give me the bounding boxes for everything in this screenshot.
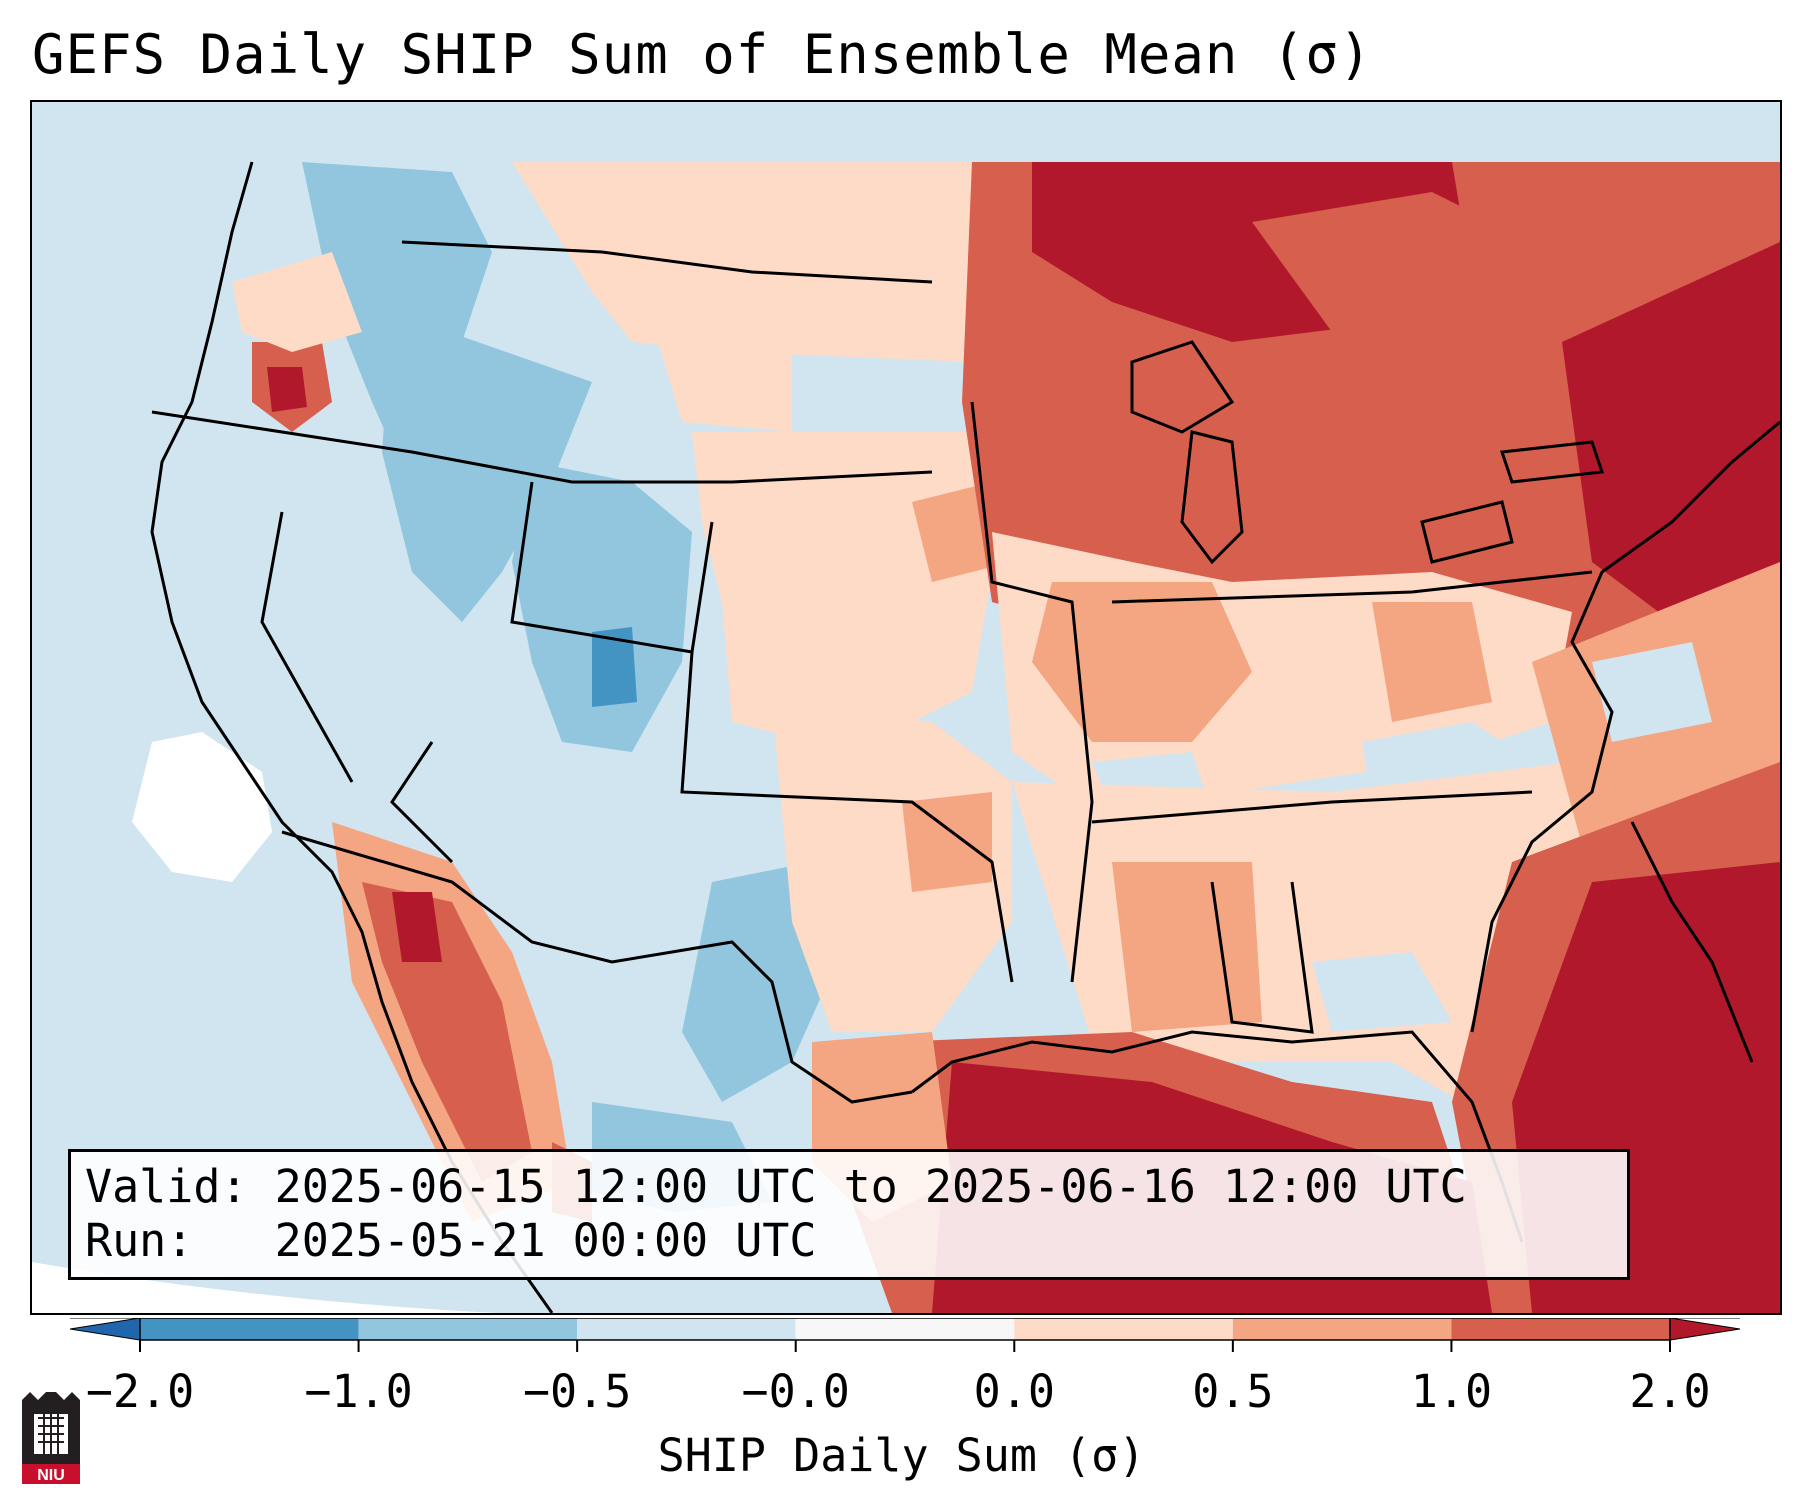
arizona-border [390,741,454,864]
colorbar-bin [358,1318,578,1340]
arizona-dark-red [392,892,442,962]
north-plains-light-red [512,162,972,362]
colorbar-bin [577,1318,796,1340]
run-time-line: Run: 2025-05-21 00:00 UTC [85,1214,817,1267]
university-tower-icon: NIU [22,1392,80,1484]
colorbar-tick-label: 0.0 [973,1365,1055,1418]
georgia-light-blue [1312,952,1452,1032]
chart-title: GEFS Daily SHIP Sum of Ensemble Mean (σ) [32,23,1373,86]
oregon-dark-red-patch [267,367,307,412]
valid-time-line: Valid: 2025-06-15 12:00 UTC to 2025-06-1… [85,1160,1467,1213]
northern-state-border [151,410,933,484]
colorbar-frame [139,1318,1671,1341]
new-england-dark-red-region [1562,242,1780,622]
atlantic-blue-patch [1592,642,1712,742]
alabama-georgia-border [1210,881,1314,1034]
illinois-indiana-salmon [1032,582,1252,742]
coastline-and-borders [150,161,1780,1313]
logo-crenellation [22,1392,80,1400]
mississippi-river-border [970,401,1094,983]
central-plains-light-red [692,432,992,752]
atlantic-coastline [1470,420,1780,1033]
washington-light-red [232,252,362,352]
validity-info-box: Valid: 2025-06-15 12:00 UTC to 2025-06-1… [68,1149,1630,1280]
colorbar-extend-low [70,1318,141,1341]
pacific-coastline [150,161,554,1313]
colorbar-tick-label: −0.5 [522,1365,632,1418]
canada-border [401,240,933,284]
colorbar-tick-label: 2.0 [1629,1365,1711,1418]
mexico-border [281,830,913,1104]
colorbar-bin [795,1318,1015,1340]
southern-plains-light-red [772,702,1012,1032]
colorbar-bin [140,1318,359,1340]
south-saskatchewan-light-red [652,322,792,432]
colorbar-tick-label: 1.0 [1410,1365,1493,1418]
colorbar-bins [70,1318,1740,1352]
lake-michigan-outline [1180,430,1244,565]
colorbar [70,1318,1740,1352]
wyoming-border [510,481,714,654]
quebec-red-region [1252,192,1532,332]
tennessee-border [1091,790,1533,824]
logo-text: NIU [37,1467,65,1484]
colorbar-extend-high [1669,1318,1740,1341]
colorbar-tick-label: −2.0 [85,1365,195,1418]
colorbar-bin [1451,1318,1670,1340]
nevada-border [260,511,354,783]
ship-anomaly-map [32,102,1780,1313]
pennsylvania-salmon [1372,602,1492,722]
colorbar-tick-label: −1.0 [304,1365,413,1418]
cuba-bahamas-outline [1630,821,1754,1063]
ohio-border [1111,570,1593,604]
wyoming-colorado-blue-region [512,462,692,752]
gulf-coastline [911,1030,1524,1243]
colorbar-tick-label: −0.0 [741,1365,850,1418]
map-panel[interactable] [30,100,1782,1315]
logo-window-grid [38,1414,64,1454]
texas-oklahoma-border [680,651,1014,983]
colorado-dark-blue-patch [592,627,637,707]
pacific-no-data-patch [132,732,272,882]
colorbar-bin [1014,1318,1233,1340]
colorbar-bin [1232,1318,1452,1340]
logo-banner [22,1464,80,1484]
lake-erie-outline [1420,500,1514,564]
lake-ontario-outline [1499,440,1605,484]
map-edge-blank [32,1262,497,1313]
lake-superior-outline [1130,340,1235,434]
oklahoma-salmon-patch [902,792,992,892]
colorbar-tick-label: 0.5 [1192,1365,1274,1418]
colorbar-label: SHIP Daily Sum (σ) [657,1429,1146,1482]
deep-south-salmon [1112,862,1262,1032]
